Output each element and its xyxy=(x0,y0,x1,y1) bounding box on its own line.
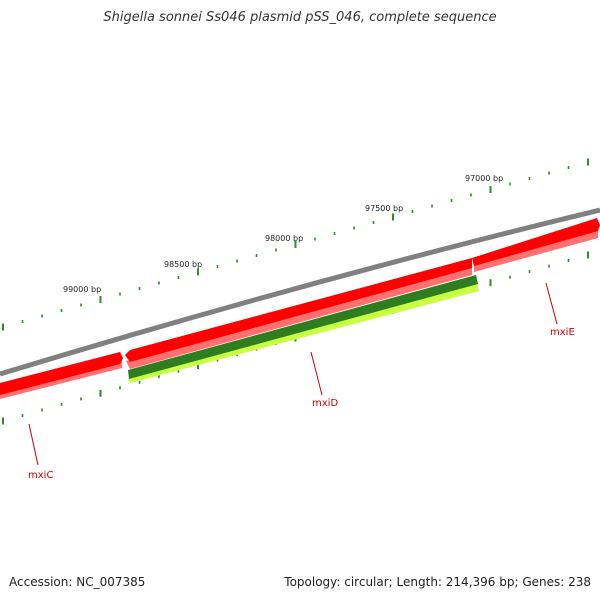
bp-label-97000: 97000 bp xyxy=(465,174,503,183)
gene-label-line-mxiE xyxy=(545,282,558,325)
gene-label-mxiE[interactable]: mxiE xyxy=(550,327,575,338)
gene-mxiB-feature[interactable] xyxy=(125,258,472,369)
gene-mxiE-feature[interactable] xyxy=(472,218,600,272)
bp-label-98500: 98500 bp xyxy=(164,260,202,269)
gene-mxiC-feature[interactable] xyxy=(0,352,123,399)
bp-label-97500: 97500 bp xyxy=(365,204,403,213)
gene-label-mxiD[interactable]: mxiD xyxy=(312,398,338,409)
sequence-stats: Topology: circular; Length: 214,396 bp; … xyxy=(284,575,591,589)
plasmid-backbone xyxy=(0,207,600,377)
outer-tick-marks xyxy=(2,158,589,331)
gene-label-line-mxiC xyxy=(28,423,39,466)
gene-mxiD-feature[interactable] xyxy=(128,275,479,383)
map-title: Shigella sonnei Ss046 plasmid pSS_046, c… xyxy=(103,10,497,25)
accession-label: Accession: NC_007385 xyxy=(9,575,146,589)
gene-label-line-mxiD xyxy=(310,351,323,396)
bp-label-98000: 98000 bp xyxy=(265,234,303,243)
gene-label-mxiC[interactable]: mxiC xyxy=(28,470,53,481)
bp-label-99000: 99000 bp xyxy=(63,285,101,294)
